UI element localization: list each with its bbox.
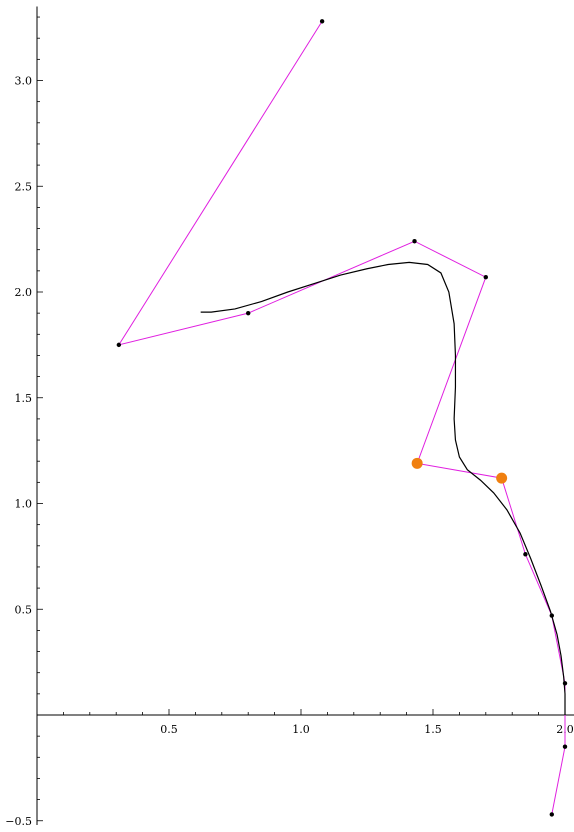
control-point — [116, 342, 122, 348]
x-tick-label: 1.0 — [292, 723, 310, 736]
y-tick-label: 1.0 — [15, 498, 33, 511]
spline-curve-layer — [200, 261, 566, 715]
y-tick-label: 1.5 — [15, 392, 33, 405]
control-point — [562, 681, 568, 686]
highlighted-control-point — [411, 457, 423, 469]
control-polygon — [117, 21, 566, 815]
control-point — [412, 239, 417, 244]
control-point — [562, 744, 568, 749]
y-tick-label: 3.0 — [15, 75, 33, 88]
spline-curve — [200, 261, 566, 715]
control-point — [246, 310, 251, 316]
control-polygon-layer — [117, 21, 566, 815]
control-points-layer — [116, 19, 568, 817]
x-minor-ticks — [63, 712, 539, 715]
x-tick-label: 1.5 — [424, 723, 442, 736]
control-point — [549, 812, 554, 817]
control-point — [483, 274, 488, 280]
control-point — [319, 19, 325, 24]
y-tick-label: 0.5 — [15, 603, 33, 616]
y-tick-label: 2.5 — [15, 180, 33, 193]
x-ticks: 0.5 1.0 1.5 2.0 — [160, 709, 574, 736]
x-tick-label: 0.5 — [160, 723, 178, 736]
highlighted-control-point — [496, 472, 508, 484]
control-point — [523, 552, 528, 557]
y-minor-ticks — [37, 16, 40, 800]
y-ticks: −0.5 0.5 1.0 1.5 2.0 2.5 3.0 — [5, 75, 43, 828]
axes: 0.5 1.0 1.5 2.0 −0.5 0.5 1.0 1.5 2.0 2.5 3.0 — [5, 6, 574, 828]
y-tick-label: 2.0 — [15, 286, 33, 299]
y-tick-label: −0.5 — [5, 815, 32, 828]
control-point — [549, 613, 554, 618]
